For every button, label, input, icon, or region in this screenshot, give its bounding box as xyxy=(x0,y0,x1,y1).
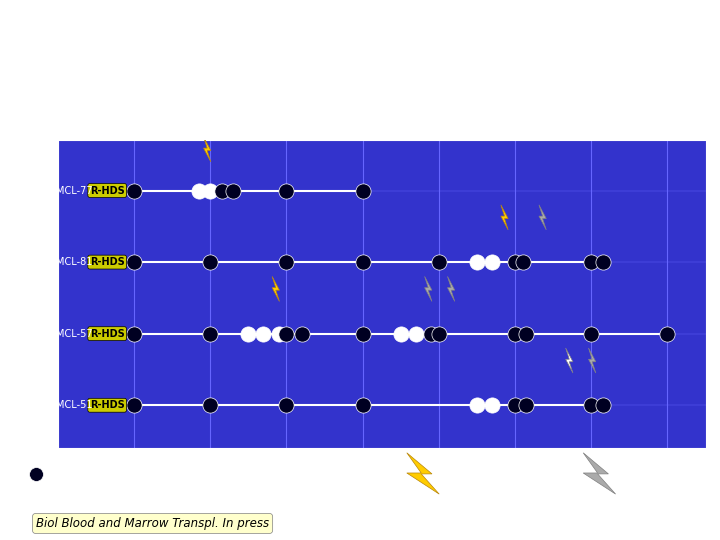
Point xyxy=(357,258,369,266)
Point xyxy=(128,186,140,195)
Point xyxy=(426,329,437,338)
Text: = PCR  positive: = PCR positive xyxy=(238,469,323,479)
Point xyxy=(471,258,482,266)
Point xyxy=(128,329,140,338)
Text: Ladetto M, Magni M, Pagliano G, De Marco F,
Drandi D, Ricca I, Astolfi M, Mantoa: Ladetto M, Magni M, Pagliano G, De Marco… xyxy=(7,60,482,104)
Text: R-HDS: R-HDS xyxy=(90,329,125,339)
Text: R-HDS: R-HDS xyxy=(90,257,125,267)
Point xyxy=(509,329,521,338)
Text: MCL-51: MCL-51 xyxy=(56,400,93,410)
Point xyxy=(128,258,140,266)
Point xyxy=(597,258,608,266)
Point xyxy=(517,258,528,266)
Point xyxy=(281,258,292,266)
Text: MCL-81: MCL-81 xyxy=(56,257,93,267)
Text: MCL-57: MCL-57 xyxy=(56,329,93,339)
Point xyxy=(433,329,444,338)
Polygon shape xyxy=(566,348,573,373)
Text: R-HDS: R-HDS xyxy=(90,400,125,410)
Point xyxy=(216,186,228,195)
Point xyxy=(128,401,140,409)
Polygon shape xyxy=(583,453,616,494)
Point xyxy=(395,329,406,338)
Point xyxy=(258,329,269,338)
Point xyxy=(433,258,444,266)
Point xyxy=(357,186,369,195)
Point xyxy=(521,401,532,409)
Point xyxy=(597,401,608,409)
Polygon shape xyxy=(425,276,432,301)
Point xyxy=(281,329,292,338)
Point xyxy=(471,401,482,409)
Point xyxy=(273,329,284,338)
Point xyxy=(585,401,597,409)
Point xyxy=(204,186,216,195)
Point xyxy=(662,329,673,338)
Point xyxy=(487,401,498,409)
Point xyxy=(509,401,521,409)
Point xyxy=(204,329,216,338)
Polygon shape xyxy=(539,205,546,230)
Text: R-HDS: R-HDS xyxy=(90,186,125,195)
Polygon shape xyxy=(204,137,211,162)
Point xyxy=(357,401,369,409)
Text: Rituximab
375mg/sqm 4 courses: Rituximab 375mg/sqm 4 courses xyxy=(454,463,577,485)
Point xyxy=(585,329,597,338)
Point xyxy=(204,258,216,266)
Point xyxy=(487,258,498,266)
Text: Rituximab
375mg/sqm 2 courses: Rituximab 375mg/sqm 2 courses xyxy=(623,463,720,485)
Polygon shape xyxy=(447,276,455,301)
Point xyxy=(296,329,307,338)
Point xyxy=(410,329,422,338)
Polygon shape xyxy=(501,205,508,230)
Point xyxy=(585,258,597,266)
Text: = PCR negative: = PCR negative xyxy=(58,469,145,479)
Text: MCL-77: MCL-77 xyxy=(56,186,93,195)
Point xyxy=(509,258,521,266)
Polygon shape xyxy=(407,453,439,494)
Text: Rituximab Induces Effective Clearance of Minimal Residual Disease in Molecular
R: Rituximab Induces Effective Clearance of… xyxy=(7,3,539,31)
Point xyxy=(281,401,292,409)
Point xyxy=(357,329,369,338)
Point xyxy=(228,186,239,195)
Point xyxy=(193,186,204,195)
Polygon shape xyxy=(588,348,596,373)
Text: Biol Blood and Marrow Transpl. In press: Biol Blood and Marrow Transpl. In press xyxy=(36,517,269,530)
Point xyxy=(204,401,216,409)
Point xyxy=(243,329,254,338)
Point xyxy=(281,186,292,195)
Point xyxy=(521,329,532,338)
Polygon shape xyxy=(272,276,279,301)
